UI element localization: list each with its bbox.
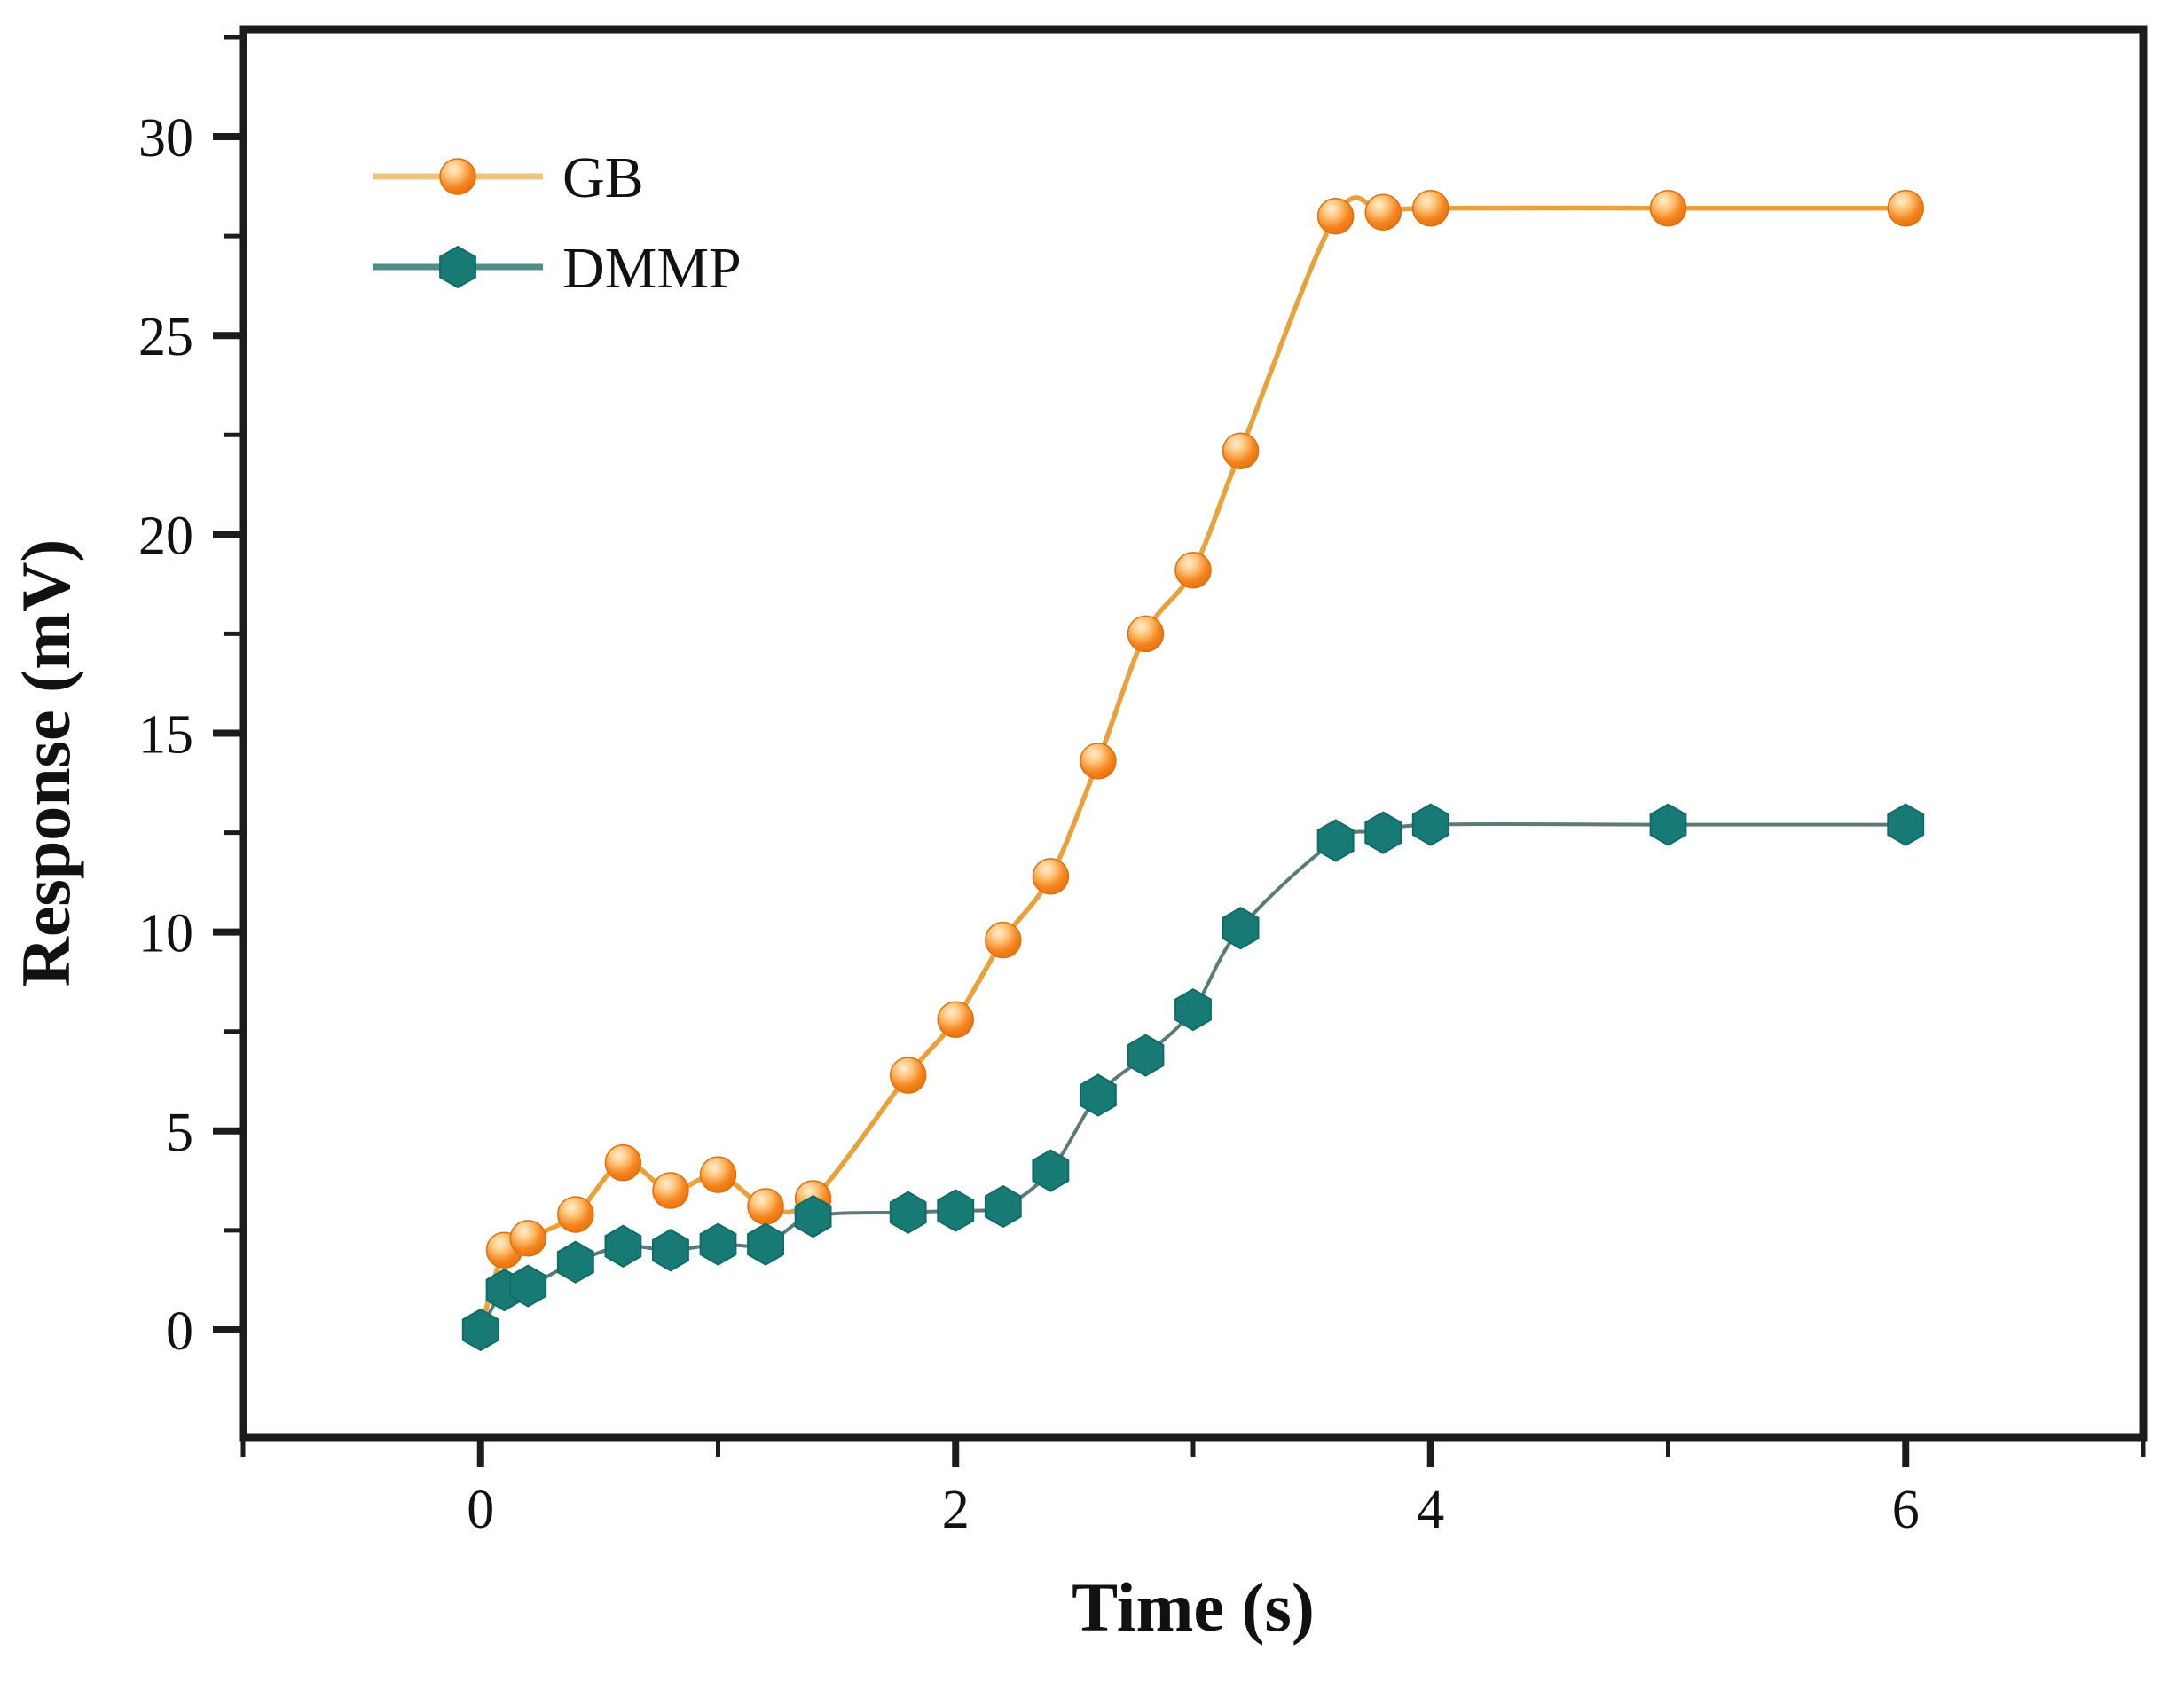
y-tick-label: 30 bbox=[138, 108, 193, 169]
data-series-group bbox=[461, 189, 1925, 1352]
dmmp-hexagon-marker bbox=[1032, 1149, 1070, 1192]
x-tick-label: 6 bbox=[1892, 1480, 1920, 1540]
dmmp-hexagon-marker bbox=[984, 1184, 1022, 1229]
dmmp-hexagon-marker bbox=[1080, 1073, 1117, 1117]
x-tick-label: 0 bbox=[467, 1480, 494, 1540]
dmmp-hexagon-marker bbox=[439, 245, 476, 289]
gb-sphere-marker bbox=[1649, 189, 1687, 227]
tick-labels-group: 0 2 4 6 0 5 10 15 20 25 30 bbox=[138, 108, 1920, 1540]
dmmp-hexagon-marker bbox=[747, 1222, 784, 1266]
gb-sphere-marker bbox=[439, 158, 476, 195]
dmmp-hexagon-marker bbox=[556, 1240, 594, 1284]
dmmp-curve bbox=[479, 821, 1906, 1332]
dmmp-hexagon-marker bbox=[1222, 907, 1260, 950]
dmmp-hexagon-marker bbox=[794, 1195, 832, 1238]
gb-sphere-marker bbox=[1364, 193, 1402, 231]
gb-sphere-marker bbox=[1887, 189, 1924, 227]
gb-sphere-marker bbox=[889, 1057, 927, 1094]
dmmp-hexagon-marker bbox=[1174, 987, 1212, 1032]
gb-curve bbox=[478, 195, 1906, 1331]
gb-sphere-marker bbox=[557, 1196, 594, 1233]
dmmp-hexagon-marker bbox=[604, 1224, 642, 1268]
gb-sphere-marker bbox=[509, 1220, 547, 1257]
x-tick-label: 4 bbox=[1417, 1480, 1444, 1540]
legend-label: GB bbox=[562, 145, 644, 210]
gb-sphere-marker bbox=[652, 1172, 689, 1209]
legend-item-gb: GB bbox=[373, 145, 644, 210]
dmmp-hexagon-marker bbox=[1649, 803, 1687, 846]
gb-sphere-marker bbox=[1316, 197, 1355, 235]
gb-sphere-marker bbox=[1032, 858, 1070, 895]
dmmp-hexagon-marker bbox=[652, 1229, 689, 1272]
dmmp-hexagon-marker bbox=[1127, 1034, 1165, 1077]
plot-frame-group bbox=[239, 25, 2148, 1442]
y-tick-label: 10 bbox=[138, 904, 193, 964]
gb-sphere-marker bbox=[1127, 615, 1165, 653]
dmmp-hexagon-marker bbox=[889, 1191, 927, 1234]
dmmp-hexagon-marker bbox=[1411, 803, 1449, 846]
x-axis-title: Time (s) bbox=[1072, 1568, 1315, 1646]
y-tick-label: 20 bbox=[138, 506, 193, 566]
dmmp-hexagon-marker bbox=[1364, 811, 1402, 854]
gb-sphere-marker bbox=[1174, 551, 1212, 589]
y-tick-label: 15 bbox=[138, 705, 193, 766]
legend-label: DMMP bbox=[562, 236, 742, 301]
dmmp-hexagon-marker bbox=[509, 1264, 547, 1308]
gb-sphere-marker bbox=[1222, 432, 1260, 469]
plot-frame bbox=[239, 25, 2148, 1442]
y-tick-label: 5 bbox=[166, 1103, 193, 1163]
dmmp-hexagon-marker bbox=[699, 1222, 737, 1266]
gb-sphere-marker bbox=[937, 1001, 974, 1039]
dmmp-hexagon-marker bbox=[937, 1189, 975, 1232]
dmmp-hexagon-marker bbox=[1887, 803, 1925, 846]
legend-group: GB DMMP bbox=[373, 145, 742, 301]
y-tick-label: 0 bbox=[166, 1301, 193, 1362]
gb-sphere-marker bbox=[604, 1144, 642, 1182]
gb-sphere-marker bbox=[699, 1156, 737, 1193]
dmmp-hexagon-marker bbox=[1316, 819, 1355, 862]
y-tick-label: 25 bbox=[138, 307, 193, 367]
gb-sphere-marker bbox=[985, 921, 1022, 959]
axis-ticks-group bbox=[213, 35, 2146, 1467]
legend-item-dmmp: DMMP bbox=[373, 236, 742, 301]
gb-sphere-marker bbox=[1080, 743, 1117, 780]
gb-sphere-marker bbox=[1412, 189, 1449, 227]
dmmp-hexagon-marker bbox=[461, 1308, 499, 1352]
y-axis-title: Response (mV) bbox=[7, 539, 84, 987]
gb-sphere-marker bbox=[747, 1188, 784, 1225]
x-tick-label: 2 bbox=[942, 1480, 970, 1540]
